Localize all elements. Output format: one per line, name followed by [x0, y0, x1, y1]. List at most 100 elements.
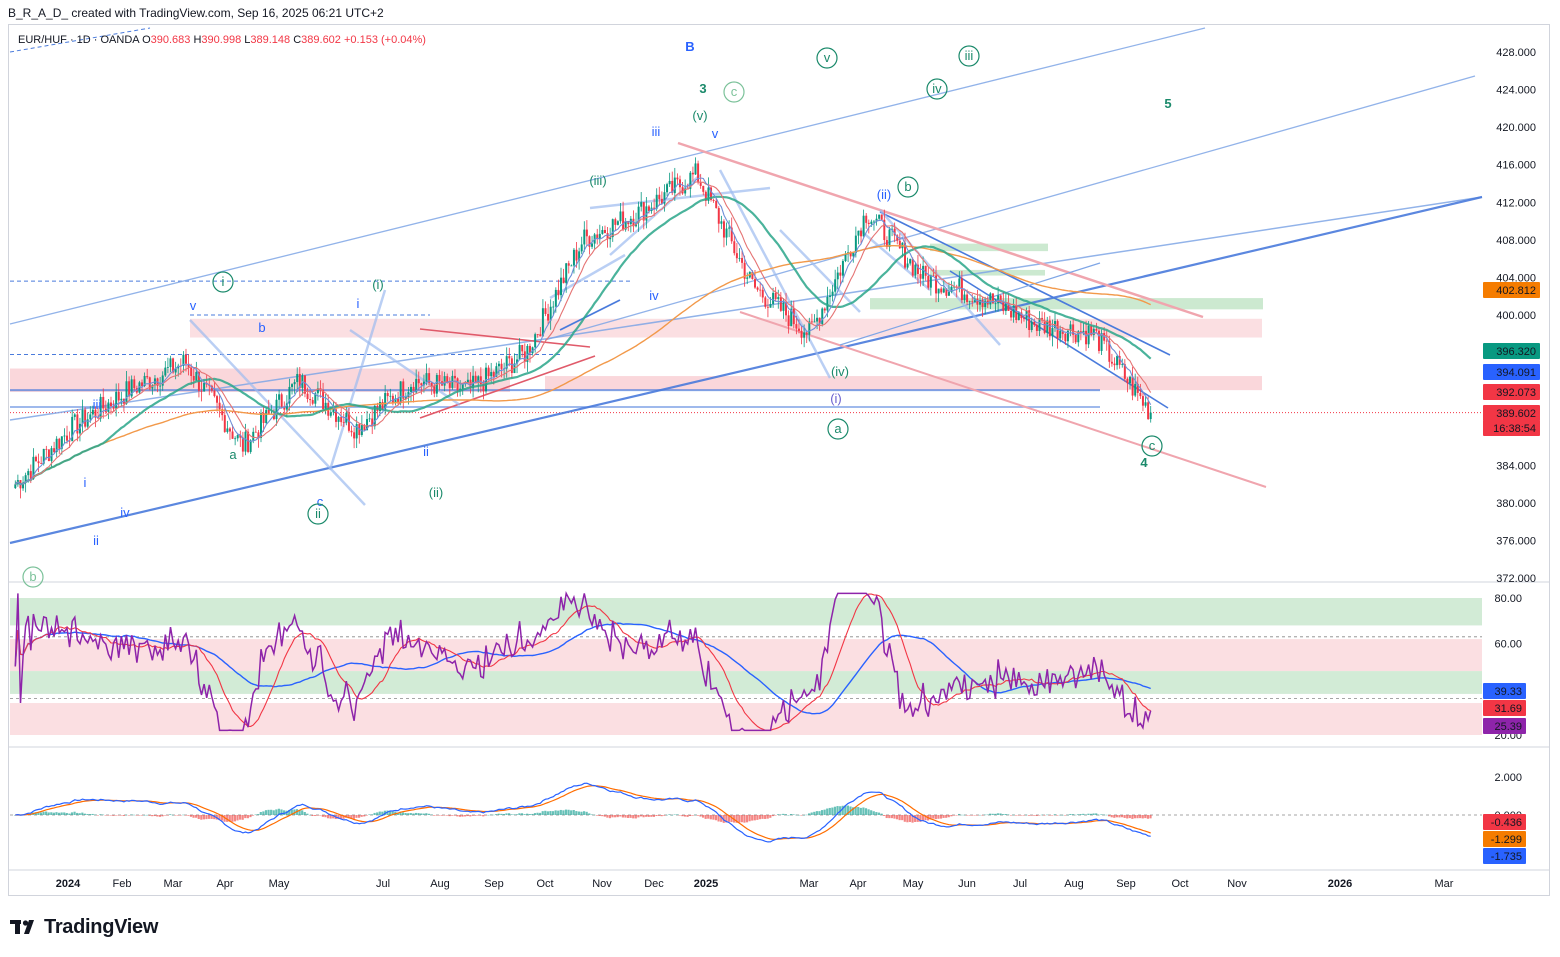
macd-histogram-bar — [593, 814, 596, 816]
macd-histogram-bar — [621, 815, 624, 818]
macd-histogram-bar — [976, 815, 979, 816]
candle-body — [596, 234, 599, 239]
candle-body — [1007, 302, 1010, 312]
candle-body — [1139, 392, 1142, 397]
candle-body — [247, 431, 250, 452]
macd-histogram-bar — [37, 812, 40, 815]
wave-label-circle — [897, 176, 919, 198]
macd-histogram-bar — [1133, 815, 1137, 819]
macd-histogram-bar — [743, 815, 746, 823]
candle-body — [492, 372, 495, 377]
macd-histogram-bar — [303, 812, 306, 815]
macd-histogram-bar — [448, 815, 451, 817]
candle-body — [857, 230, 860, 236]
macd-histogram-bar — [1115, 815, 1118, 818]
macd-histogram-bar — [914, 815, 917, 822]
macd-histogram-bar — [226, 815, 229, 822]
macd-histogram-bar — [1110, 815, 1113, 818]
time-axis-tick: Jul — [1013, 878, 1027, 890]
candle-body — [174, 368, 177, 373]
macd-histogram-bar — [404, 813, 407, 815]
candle-body — [808, 321, 811, 335]
macd-histogram-bar — [999, 813, 1002, 815]
candle-body — [335, 409, 337, 422]
chart-frame — [8, 24, 1550, 896]
candle-body — [816, 317, 819, 322]
macd-histogram-bar — [970, 815, 974, 816]
candle-body — [896, 235, 899, 241]
candle-body — [1147, 402, 1150, 420]
macd-histogram-bar — [117, 815, 120, 816]
wave-label: iv — [932, 81, 942, 96]
candle-body — [826, 296, 829, 311]
candle-body — [746, 277, 749, 279]
macd-histogram-bar — [782, 813, 785, 815]
candle-body — [523, 351, 526, 362]
macd-histogram-bar — [432, 815, 436, 816]
macd-histogram-bar — [1100, 814, 1103, 815]
candle-body — [272, 413, 275, 420]
candle-body — [371, 418, 374, 427]
macd-histogram-bar — [795, 814, 798, 816]
candle-body — [694, 163, 697, 175]
candle-body — [469, 379, 472, 389]
legend-low-value: 389.148 — [250, 34, 291, 46]
rsi-overbought-zone — [10, 598, 1482, 626]
downtrend-line — [677, 141, 1204, 319]
candle-body — [311, 400, 314, 404]
candle-body — [164, 367, 167, 376]
candle-body — [130, 379, 133, 397]
candle-body — [482, 384, 485, 392]
macd-histogram-bar — [539, 812, 542, 815]
legend-low-key: L — [244, 34, 251, 46]
macd-histogram-bar — [950, 815, 953, 817]
macd-histogram-bar — [1102, 814, 1106, 816]
time-axis-tick: May — [903, 878, 924, 890]
macd-histogram-bar — [808, 813, 811, 815]
macd-histogram-bar — [867, 809, 870, 815]
macd-histogram-bar — [197, 815, 200, 820]
macd-histogram-bar — [665, 814, 668, 816]
macd-histogram-bar — [689, 815, 692, 816]
rsi-badge-label: 31.69 — [1494, 703, 1522, 715]
candle-body — [658, 194, 661, 199]
legend-change: +0.153 (+0.04%) — [343, 34, 426, 46]
macd-histogram-bar — [1089, 813, 1093, 815]
candle-body — [495, 366, 498, 377]
macd-histogram-bar — [187, 815, 190, 816]
price-badge-label: 16:38:54 — [1493, 423, 1536, 435]
macd-histogram-bar — [738, 815, 741, 823]
local-trend-line — [419, 328, 591, 348]
macd-line — [15, 782, 1151, 843]
candle-body — [927, 275, 930, 288]
macd-histogram-bar — [202, 815, 205, 820]
candle-body — [710, 187, 713, 200]
macd-histogram-bar — [831, 807, 834, 815]
macd-histogram-bar — [125, 814, 128, 816]
candle-body — [386, 393, 389, 397]
macd-histogram-bar — [220, 815, 224, 821]
candle-body — [1077, 331, 1080, 343]
time-axis-tick: Mar — [164, 878, 183, 890]
rsi-mid-zone — [10, 671, 1482, 694]
price-badge-bg — [1483, 364, 1540, 380]
candle-body — [146, 375, 149, 378]
wave-label: (ii) — [877, 187, 891, 202]
candle-body — [161, 375, 164, 386]
candle-body — [554, 289, 557, 307]
candle-body — [260, 412, 262, 438]
candle-body — [1072, 324, 1075, 335]
candle-body — [226, 428, 229, 432]
macd-histogram-bar — [929, 815, 932, 820]
price-axis-tick: 380.000 — [1496, 498, 1536, 510]
candle-body — [182, 354, 185, 366]
candle-body — [420, 383, 423, 386]
time-axis-tick: Nov — [1227, 878, 1247, 890]
candle-body — [316, 388, 319, 394]
macd-histogram-bar — [231, 815, 234, 822]
macd-histogram-bar — [942, 815, 945, 818]
macd-histogram-bar — [399, 811, 402, 815]
candle-body — [265, 409, 268, 424]
macd-histogram-bar — [601, 815, 604, 817]
